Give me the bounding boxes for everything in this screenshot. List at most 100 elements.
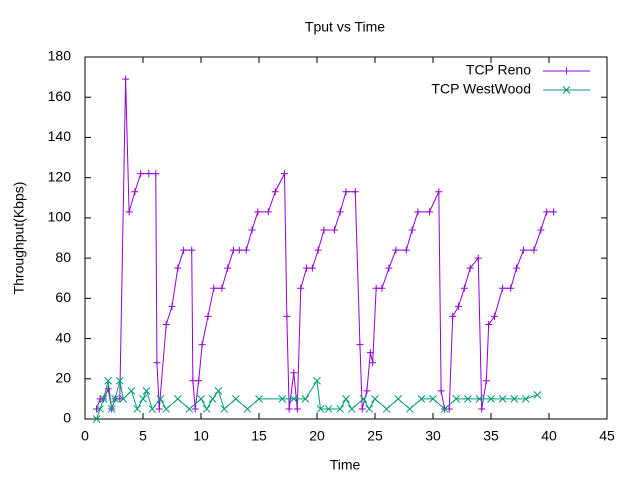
data-point <box>320 226 328 234</box>
data-point <box>356 341 364 349</box>
y-tick-label: 120 <box>48 168 72 184</box>
data-point <box>498 395 507 403</box>
data-point <box>316 405 325 413</box>
y-tick-label: 20 <box>55 369 71 385</box>
data-point <box>385 264 393 272</box>
data-point <box>371 395 379 403</box>
data-point <box>162 320 170 328</box>
data-point <box>285 405 293 413</box>
data-point <box>191 405 199 413</box>
data-point <box>507 284 515 292</box>
data-point <box>278 395 287 403</box>
y-tick-label: 180 <box>48 48 72 64</box>
data-point <box>224 264 232 272</box>
data-point <box>204 312 212 320</box>
data-point <box>543 208 551 216</box>
data-point <box>104 376 113 385</box>
legend-swatch <box>543 67 590 75</box>
data-point <box>139 395 147 403</box>
data-point <box>499 284 507 292</box>
data-point <box>365 405 374 413</box>
data-point <box>162 405 171 413</box>
data-point <box>314 246 322 254</box>
data-point <box>440 405 449 413</box>
data-point <box>342 395 350 403</box>
data-point <box>202 405 211 413</box>
data-point <box>369 359 377 367</box>
data-point <box>417 395 426 403</box>
data-point <box>293 405 301 413</box>
data-point <box>122 75 130 83</box>
data-point <box>99 395 108 403</box>
data-point <box>455 302 463 310</box>
data-point <box>271 188 279 196</box>
data-point <box>248 226 256 234</box>
x-tick-label: 0 <box>81 428 89 444</box>
data-point <box>137 170 145 178</box>
data-point <box>460 284 468 292</box>
data-point <box>351 188 359 196</box>
data-point <box>168 302 176 310</box>
y-tick-label: 60 <box>55 289 71 305</box>
data-point <box>107 405 116 413</box>
x-axis-label: Time <box>330 457 361 473</box>
data-point <box>195 377 203 385</box>
data-point <box>220 405 229 413</box>
data-point <box>358 405 366 413</box>
x-tick-label: 40 <box>541 428 557 444</box>
data-point <box>437 387 445 395</box>
data-point <box>243 405 252 413</box>
y-tick-label: 160 <box>48 88 72 104</box>
x-tick-label: 15 <box>251 428 267 444</box>
data-point <box>214 386 223 395</box>
data-point <box>185 405 194 413</box>
data-point <box>115 376 124 385</box>
data-point <box>111 395 120 403</box>
legend-label: TCP WestWood <box>431 81 531 97</box>
data-point <box>153 359 161 367</box>
data-point <box>180 246 188 254</box>
data-point <box>231 395 240 403</box>
data-point <box>92 415 101 423</box>
data-point <box>255 395 263 403</box>
data-point <box>435 188 443 196</box>
data-point <box>283 312 291 320</box>
data-point <box>198 341 206 349</box>
data-point <box>550 208 558 216</box>
data-point <box>264 208 272 216</box>
data-point <box>342 188 350 196</box>
data-point <box>289 395 298 403</box>
data-point <box>485 320 493 328</box>
data-point <box>463 395 472 403</box>
data-point <box>152 170 160 178</box>
data-point <box>475 395 484 403</box>
data-point <box>378 284 386 292</box>
data-point <box>445 405 453 413</box>
y-tick-label: 40 <box>55 329 71 345</box>
plot-border <box>84 56 608 420</box>
data-point <box>116 395 124 403</box>
data-point <box>174 264 182 272</box>
data-point <box>513 264 521 272</box>
data-point <box>537 226 545 234</box>
data-point <box>336 405 345 413</box>
data-point <box>173 395 182 403</box>
data-point <box>452 395 461 403</box>
data-point <box>281 170 289 178</box>
data-point <box>242 246 250 254</box>
data-point <box>426 208 434 216</box>
data-point <box>487 395 495 403</box>
data-point <box>519 246 527 254</box>
data-point <box>125 208 133 216</box>
y-tick-label: 100 <box>48 209 72 225</box>
data-point <box>119 395 128 403</box>
data-point <box>359 395 368 403</box>
data-point <box>208 395 217 403</box>
x-tick-label: 5 <box>139 428 147 444</box>
data-point <box>301 395 310 403</box>
data-point <box>142 386 151 395</box>
x-tick-label: 30 <box>425 428 441 444</box>
data-point <box>402 246 410 254</box>
data-point <box>297 284 305 292</box>
